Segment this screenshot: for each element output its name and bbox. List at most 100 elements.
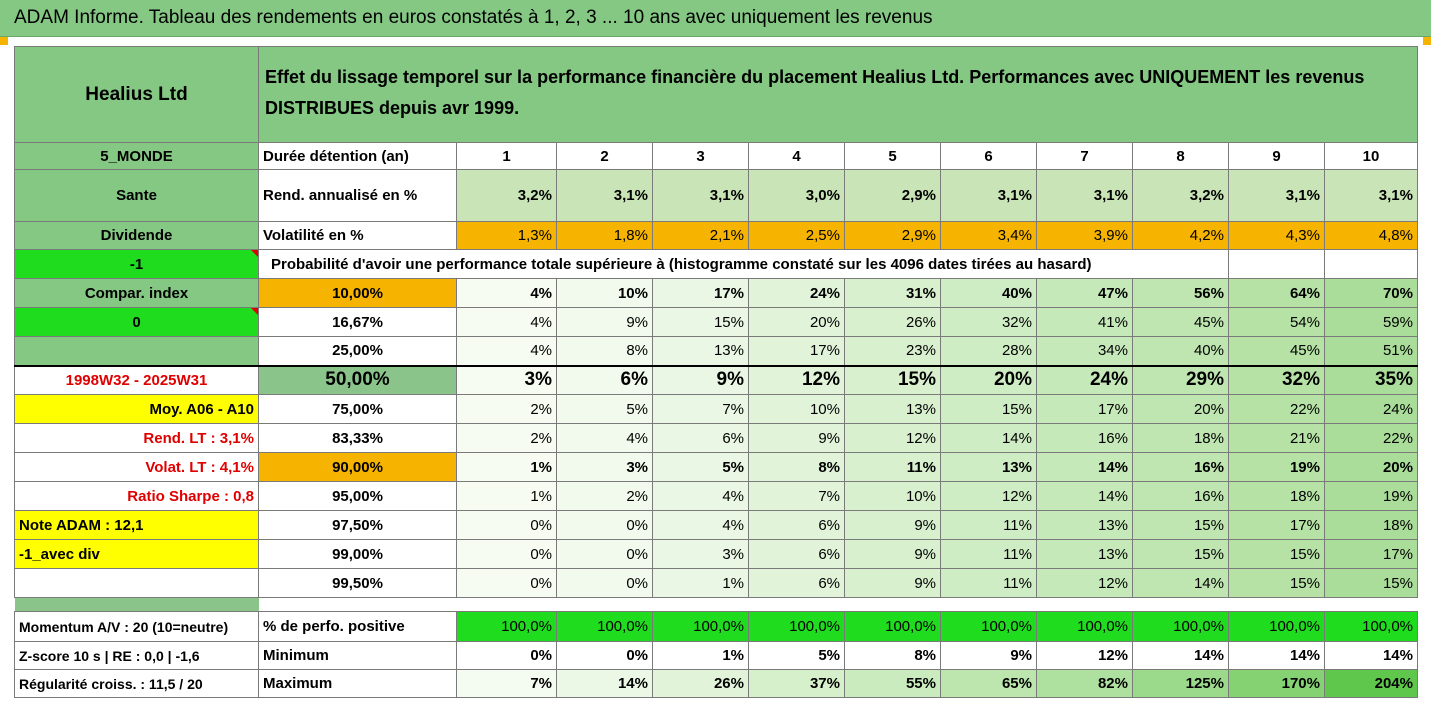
probability-value: 26% xyxy=(844,307,941,337)
footer-value: 100,0% xyxy=(940,611,1037,642)
probability-value: 7% xyxy=(652,394,749,424)
volat-value: 1,3% xyxy=(456,221,557,250)
asset-name: Healius Ltd xyxy=(14,46,259,143)
probability-value: 4% xyxy=(456,336,557,366)
probability-value: 14% xyxy=(1036,452,1133,482)
probability-value: 1% xyxy=(456,452,557,482)
probability-value: 31% xyxy=(844,278,941,308)
spacer-row xyxy=(14,597,1418,612)
probability-value: 18% xyxy=(1132,423,1229,453)
volat-value: 4,2% xyxy=(1132,221,1229,250)
probability-row: Compar. index 10,00% 4% 10% 17% 24% 31% 40% 47% 5… xyxy=(14,278,1418,308)
footer-value: 26% xyxy=(652,669,749,698)
probability-value: 45% xyxy=(1228,336,1325,366)
zscore-label: Z-score 10 s | RE : 0,0 | -1,6 xyxy=(14,641,259,670)
probability-value: 17% xyxy=(748,336,845,366)
probability-value: 59% xyxy=(1324,307,1418,337)
probability-value: 15% xyxy=(1324,568,1418,598)
probability-value: 0% xyxy=(556,539,653,569)
footer-value: 0% xyxy=(556,641,653,670)
probability-value: 9% xyxy=(844,539,941,569)
footer-value: 100,0% xyxy=(1132,611,1229,642)
probability-value: 16% xyxy=(1132,452,1229,482)
probability-value: 2% xyxy=(456,394,557,424)
note-adam-label: Note ADAM : 12,1 xyxy=(14,510,259,540)
probability-value: 4% xyxy=(456,307,557,337)
probability-value: 3% xyxy=(456,364,557,395)
probability-value: 10% xyxy=(748,394,845,424)
probability-value: 8% xyxy=(556,336,653,366)
maximum-label: Maximum xyxy=(258,669,457,698)
region-label: 5_MONDE xyxy=(14,142,259,170)
volat-value: 2,5% xyxy=(748,221,845,250)
threshold-cell: 99,50% xyxy=(258,568,457,598)
rend-value: 3,1% xyxy=(1228,169,1325,222)
probability-value: 13% xyxy=(844,394,941,424)
probability-value: 54% xyxy=(1228,307,1325,337)
report-title: ADAM Informe. Tableau des rendements en … xyxy=(14,7,933,28)
year-cell: 5 xyxy=(844,142,941,170)
probability-value: 13% xyxy=(1036,510,1133,540)
footer-row: Z-score 10 s | RE : 0,0 | -1,6 Minimum 0% 0… xyxy=(14,641,1418,670)
probability-row: 99,50% 0% 0% 1% 6% 9% 11% 12% 14% 15% 15% xyxy=(14,568,1418,598)
probability-value: 21% xyxy=(1228,423,1325,453)
volat-row: Dividende Volatilité en % 1,3% 1,8% 2,1%… xyxy=(14,221,1418,250)
footer-value: 204% xyxy=(1324,669,1418,698)
probability-value: 0% xyxy=(556,510,653,540)
volat-label: Volatilité en % xyxy=(258,221,457,250)
year-cell: 9 xyxy=(1228,142,1325,170)
probability-value: 1% xyxy=(456,481,557,511)
threshold-cell: 83,33% xyxy=(258,423,457,453)
probability-value: 3% xyxy=(652,539,749,569)
probability-value: 15% xyxy=(1228,568,1325,598)
probability-value: 16% xyxy=(1132,481,1229,511)
probability-value: 2% xyxy=(456,423,557,453)
empty-cell xyxy=(1228,249,1325,279)
probability-value: 8% xyxy=(748,452,845,482)
threshold-cell: 25,00% xyxy=(258,336,457,366)
probability-value: 14% xyxy=(1036,481,1133,511)
year-cell: 8 xyxy=(1132,142,1229,170)
footer-row: Régularité croiss. : 11,5 / 20 Maximum 7% 1… xyxy=(14,669,1418,698)
rend-value: 2,9% xyxy=(844,169,941,222)
footer-value: 1% xyxy=(652,641,749,670)
footer-value: 65% xyxy=(940,669,1037,698)
footer-value: 14% xyxy=(1324,641,1418,670)
year-cell: 3 xyxy=(652,142,749,170)
probability-value: 9% xyxy=(556,307,653,337)
footer-value: 100,0% xyxy=(1324,611,1418,642)
footer-row: Momentum A/V : 20 (10=neutre)% de perfo.… xyxy=(14,611,1418,642)
volat-value: 4,3% xyxy=(1228,221,1325,250)
threshold-cell: 75,00% xyxy=(258,394,457,424)
rend-value: 3,1% xyxy=(1036,169,1133,222)
rend-value: 3,1% xyxy=(652,169,749,222)
footer-value: 14% xyxy=(1228,641,1325,670)
probability-value: 22% xyxy=(1324,423,1418,453)
probability-value: 12% xyxy=(748,364,845,395)
period-label: 1998W32 - 2025W31 xyxy=(14,364,259,395)
probability-value: 6% xyxy=(652,423,749,453)
header-row: Healius Ltd Effet du lissage temporel su… xyxy=(14,46,1418,143)
probability-value: 56% xyxy=(1132,278,1229,308)
spacer-cell xyxy=(259,598,1418,612)
year-cell: 7 xyxy=(1036,142,1133,170)
empty-cell xyxy=(1324,249,1418,279)
probability-value: 13% xyxy=(652,336,749,366)
rend-value: 3,1% xyxy=(940,169,1037,222)
footer-value: 37% xyxy=(748,669,845,698)
year-cell: 10 xyxy=(1324,142,1418,170)
probability-row: Ratio Sharpe : 0,8 95,00% 1% 2% 4% 7% 10% 12% 14… xyxy=(14,481,1418,511)
volat-value: 4,8% xyxy=(1324,221,1418,250)
probability-value: 32% xyxy=(940,307,1037,337)
rend-lt-label: Rend. LT : 3,1% xyxy=(14,423,259,453)
year-cell: 6 xyxy=(940,142,1037,170)
probability-value: 23% xyxy=(844,336,941,366)
probability-value: 17% xyxy=(1324,539,1418,569)
probability-value: 12% xyxy=(844,423,941,453)
probability-value: 51% xyxy=(1324,336,1418,366)
probability-value: 32% xyxy=(1228,364,1325,395)
probability-value: 12% xyxy=(940,481,1037,511)
probability-row: Moy. A06 - A10 75,00% 2% 5% 7% 10% 13% 15% 17% 20… xyxy=(14,394,1418,424)
probability-value: 0% xyxy=(456,568,557,598)
footer-value: 55% xyxy=(844,669,941,698)
